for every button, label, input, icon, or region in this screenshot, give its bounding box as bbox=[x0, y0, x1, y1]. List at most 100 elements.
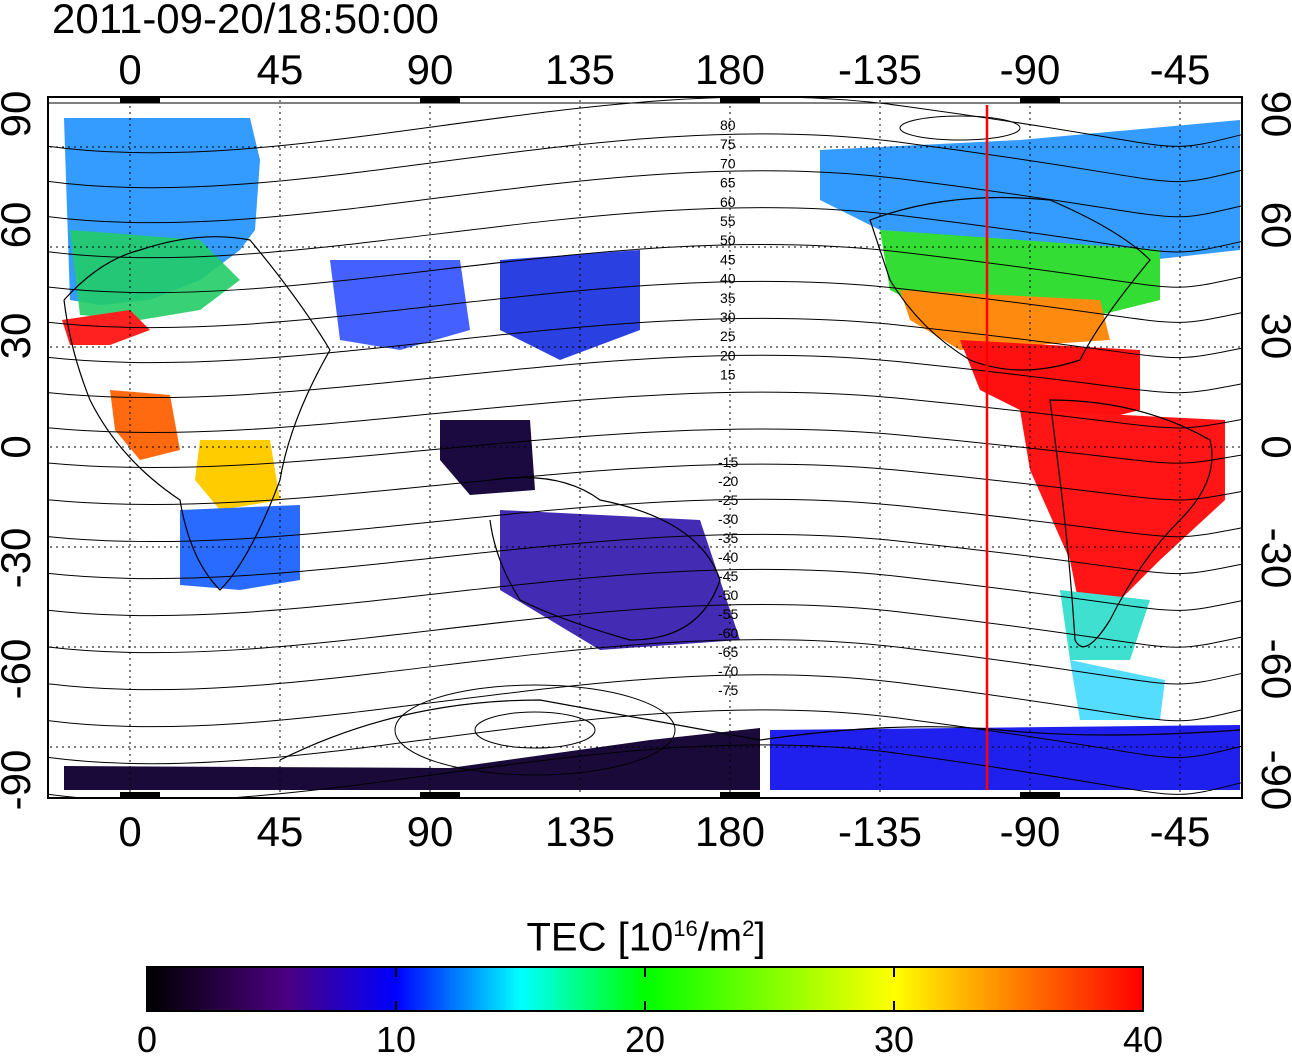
map-timestamp: 2011-09-20/18:50:00 bbox=[52, 0, 439, 42]
contour-label: 65 bbox=[720, 175, 736, 191]
bottom-lon-tick-label: 135 bbox=[545, 808, 615, 855]
contour-label: -35 bbox=[718, 530, 738, 546]
contour-label: 45 bbox=[720, 251, 736, 267]
contour-label: -30 bbox=[718, 511, 738, 527]
tec-region-iberia bbox=[62, 310, 150, 345]
right-lat-tick-label: -30 bbox=[1253, 528, 1292, 589]
magnetic-contour bbox=[48, 317, 1242, 364]
contour-labels: 80 75 70 65 60 55 50 45 40 35 30 25 20 15 -15 -20 -25 -30… bbox=[718, 117, 738, 698]
left-lat-tick-label: -30 bbox=[0, 528, 39, 589]
colorbar-title-exponent2: 2 bbox=[742, 916, 755, 941]
magnetic-contour bbox=[48, 568, 1242, 617]
tec-region-antarctica-east bbox=[770, 725, 1240, 790]
frame-ticks-top bbox=[120, 97, 1060, 103]
colorbar-tick-label: 0 bbox=[137, 1019, 157, 1057]
tec-region-east-asia bbox=[500, 250, 640, 360]
colorbar-title: TEC [1016/m2] bbox=[0, 905, 1292, 961]
magnetic-contour bbox=[48, 428, 1242, 469]
magnetic-contour bbox=[48, 709, 1242, 765]
contour-label: -50 bbox=[718, 587, 738, 603]
magnetic-contour bbox=[48, 170, 1242, 224]
contour-label: -15 bbox=[718, 454, 738, 470]
top-lon-tick-label: 0 bbox=[118, 46, 141, 93]
magnetic-contour bbox=[48, 244, 1242, 294]
contour-label: -70 bbox=[718, 663, 738, 679]
magnetic-contour bbox=[48, 463, 1242, 506]
colorbar-tick-label: 40 bbox=[1123, 1019, 1163, 1057]
right-lat-tick-label: -90 bbox=[1253, 750, 1292, 811]
contour-label: 50 bbox=[720, 232, 736, 248]
top-lon-tick-label: -45 bbox=[1150, 46, 1211, 93]
tec-data-layer bbox=[62, 118, 1240, 790]
right-lat-tick-label: 30 bbox=[1253, 313, 1292, 360]
contour-label: -40 bbox=[718, 549, 738, 565]
frame-ticks-bottom bbox=[120, 792, 1060, 798]
magnetic-contour bbox=[48, 354, 1242, 399]
left-lat-tick-label: 60 bbox=[0, 202, 39, 249]
contour-label: 80 bbox=[720, 117, 736, 133]
bottom-lon-tick-label: -45 bbox=[1150, 808, 1211, 855]
magnetic-contour bbox=[48, 280, 1242, 329]
tec-region-central-africa bbox=[195, 440, 280, 510]
tec-region-south-africa bbox=[180, 505, 300, 590]
contour-label: -60 bbox=[718, 625, 738, 641]
magnetic-pole-contour-south bbox=[474, 711, 596, 749]
magnetic-contour bbox=[48, 533, 1242, 580]
colorbar-tick-label: 20 bbox=[625, 1019, 665, 1057]
magnetic-contour bbox=[48, 498, 1242, 543]
tec-region-se-asia bbox=[440, 420, 535, 495]
left-lat-tick-label: -60 bbox=[0, 639, 39, 700]
left-lat-tick-label: 30 bbox=[0, 313, 39, 360]
left-lat-tick-label: 90 bbox=[0, 91, 39, 138]
right-latitude-ticks: 90 60 30 0 -30 -60 -90 bbox=[1253, 91, 1292, 811]
top-lon-tick-label: -135 bbox=[838, 46, 922, 93]
tec-region-europe-south bbox=[70, 230, 240, 320]
top-lon-tick-label: 135 bbox=[545, 46, 615, 93]
bottom-lon-tick-label: -135 bbox=[838, 808, 922, 855]
magnetic-contour bbox=[48, 674, 1242, 728]
colorbar-tick-label: 30 bbox=[874, 1019, 914, 1057]
tec-region-antarctic-pen bbox=[1070, 660, 1165, 720]
right-lat-tick-label: -60 bbox=[1253, 639, 1292, 700]
contour-label: 15 bbox=[720, 367, 736, 383]
magnetic-contour bbox=[48, 391, 1242, 434]
magnetic-contour bbox=[48, 133, 1242, 189]
bottom-lon-tick-label: 90 bbox=[407, 808, 454, 855]
top-lon-tick-label: 180 bbox=[695, 46, 765, 93]
contour-label: -65 bbox=[718, 644, 738, 660]
tec-region-central-america bbox=[960, 340, 1140, 430]
left-latitude-ticks: 90 60 30 0 -30 -60 -90 bbox=[0, 91, 39, 811]
bottom-lon-tick-label: -90 bbox=[1000, 808, 1061, 855]
tec-region-usa-south bbox=[900, 290, 1110, 350]
right-lat-tick-label: 90 bbox=[1253, 91, 1292, 138]
bottom-lon-tick-label: 0 bbox=[118, 808, 141, 855]
colorbar-title-mid: /m bbox=[697, 915, 743, 960]
right-lat-tick-label: 0 bbox=[1253, 435, 1292, 458]
magnetic-contour bbox=[48, 604, 1242, 654]
bottom-lon-tick-label: 180 bbox=[695, 808, 765, 855]
bottom-longitude-ticks: 0 45 90 135 180 -135 -90 -45 bbox=[118, 808, 1210, 855]
top-longitude-ticks: 0 45 90 135 180 -135 -90 -45 bbox=[118, 46, 1210, 93]
contour-label: 20 bbox=[720, 347, 736, 363]
contour-label: 55 bbox=[720, 213, 736, 229]
contour-label: 30 bbox=[720, 309, 736, 325]
contour-label: 70 bbox=[720, 155, 736, 171]
bottom-lon-tick-label: 45 bbox=[257, 808, 304, 855]
top-lon-tick-label: 45 bbox=[257, 46, 304, 93]
magnetic-contour bbox=[48, 744, 1242, 798]
frame-bar-top bbox=[47, 96, 1243, 104]
contour-label: 25 bbox=[720, 328, 736, 344]
contour-label: 75 bbox=[720, 136, 736, 152]
magnetic-contour bbox=[48, 639, 1242, 691]
colorbar-ticks: 0 10 20 30 40 bbox=[137, 967, 1163, 1057]
contour-label: -55 bbox=[718, 606, 738, 622]
left-lat-tick-label: -90 bbox=[0, 750, 39, 811]
coastlines bbox=[63, 196, 1241, 761]
contour-label: -20 bbox=[718, 473, 738, 489]
contour-label: -45 bbox=[718, 568, 738, 584]
top-lon-tick-label: 90 bbox=[407, 46, 454, 93]
right-lat-tick-label: 60 bbox=[1253, 202, 1292, 249]
tec-region-antarctica-west bbox=[64, 728, 760, 790]
left-lat-tick-label: 0 bbox=[0, 435, 39, 458]
